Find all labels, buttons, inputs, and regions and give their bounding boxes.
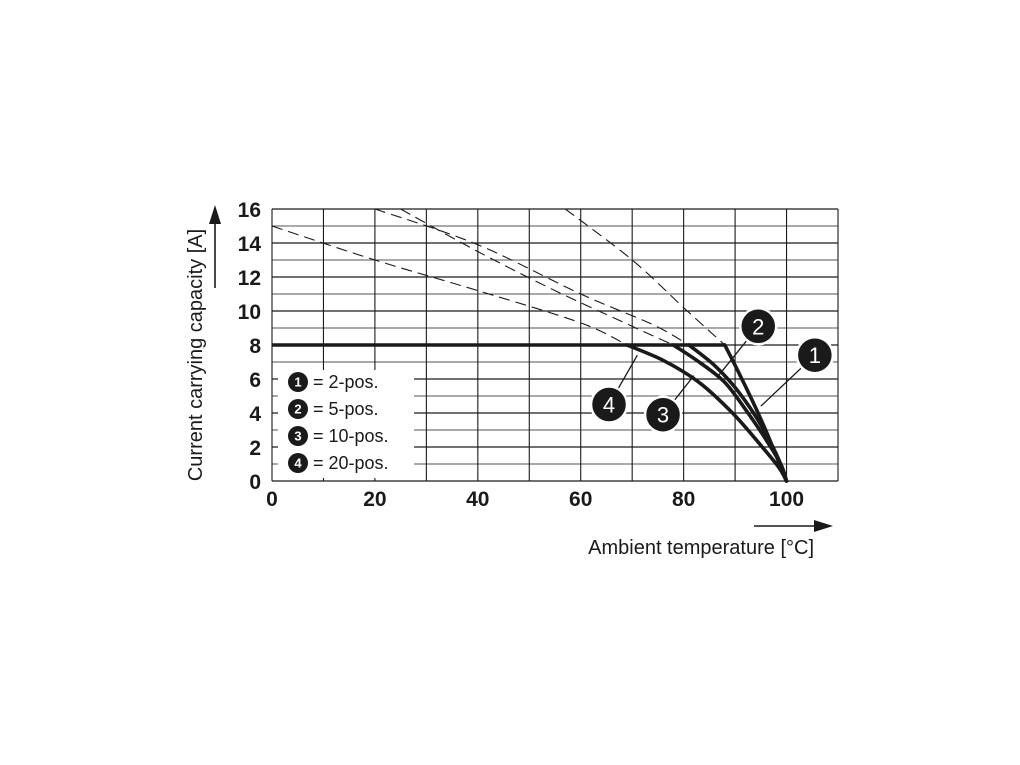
callout-number: 1 (809, 343, 821, 368)
chart-legend: 1 = 2-pos. 2 = 5-pos. 3 = 10-pos. 4 = 20-pos. (278, 370, 414, 478)
series-curves (272, 209, 789, 483)
legend-marker (288, 453, 308, 473)
callout-number: 4 (603, 393, 615, 418)
y-tick-label: 8 (249, 335, 261, 358)
x-tick-label: 20 (363, 488, 386, 511)
x-tick-label: 60 (569, 488, 592, 511)
y-tick-label: 10 (238, 301, 261, 324)
legend-label: = 10-pos. (313, 426, 389, 446)
y-tick-label: 16 (238, 199, 261, 222)
legend-number: 2 (294, 402, 301, 417)
legend-number: 4 (294, 456, 302, 471)
x-tick-labels: 0 20 40 60 80 100 (266, 488, 804, 511)
series-3-dashed-curve (400, 209, 674, 346)
series-4-solid-curve (625, 343, 789, 483)
x-tick-label: 0 (266, 488, 278, 511)
y-tick-label: 2 (249, 437, 261, 460)
y-axis-arrow (209, 205, 221, 288)
legend-label: = 20-pos. (313, 453, 389, 473)
legend-label: = 5-pos. (313, 399, 379, 419)
legend-entry: 2 = 5-pos. (288, 399, 379, 419)
legend-entry: 4 = 20-pos. (288, 453, 389, 473)
callout-number: 2 (752, 314, 764, 339)
x-axis-arrow (754, 520, 833, 532)
y-tick-label: 14 (238, 233, 262, 256)
callout-number: 3 (657, 403, 669, 428)
legend-entry: 1 = 2-pos. (288, 372, 379, 392)
series-4-dashed-curve (272, 225, 628, 346)
series-2-dashed-curve (374, 209, 690, 346)
legend-label: = 2-pos. (313, 372, 379, 392)
y-tick-label: 12 (238, 267, 261, 290)
y-tick-label: 0 (249, 471, 261, 494)
legend-marker (288, 399, 308, 419)
y-tick-label: 6 (249, 369, 261, 392)
callout-marker (738, 307, 778, 346)
legend-marker (288, 372, 308, 392)
y-tick-label: 4 (249, 403, 261, 426)
callout-marker (643, 395, 683, 434)
y-axis-title: Current carrying capacity [A] (185, 229, 207, 481)
x-tick-label: 80 (672, 488, 695, 511)
legend-entry: 3 = 10-pos. (288, 426, 389, 446)
callout-marker (795, 335, 835, 375)
series-callouts: 1 2 3 4 (589, 307, 835, 434)
legend-marker (288, 426, 308, 446)
x-tick-label: 100 (769, 488, 804, 511)
legend-number: 1 (294, 375, 301, 390)
x-tick-label: 40 (466, 488, 489, 511)
y-tick-labels: 0 2 4 6 8 10 12 14 16 (238, 199, 262, 494)
callout-marker (589, 385, 629, 424)
x-axis-title: Ambient temperature [°C] (588, 537, 814, 559)
series-3-solid-curve (671, 343, 789, 483)
series-1-dashed-curve (564, 209, 726, 346)
legend-number: 3 (294, 429, 301, 444)
